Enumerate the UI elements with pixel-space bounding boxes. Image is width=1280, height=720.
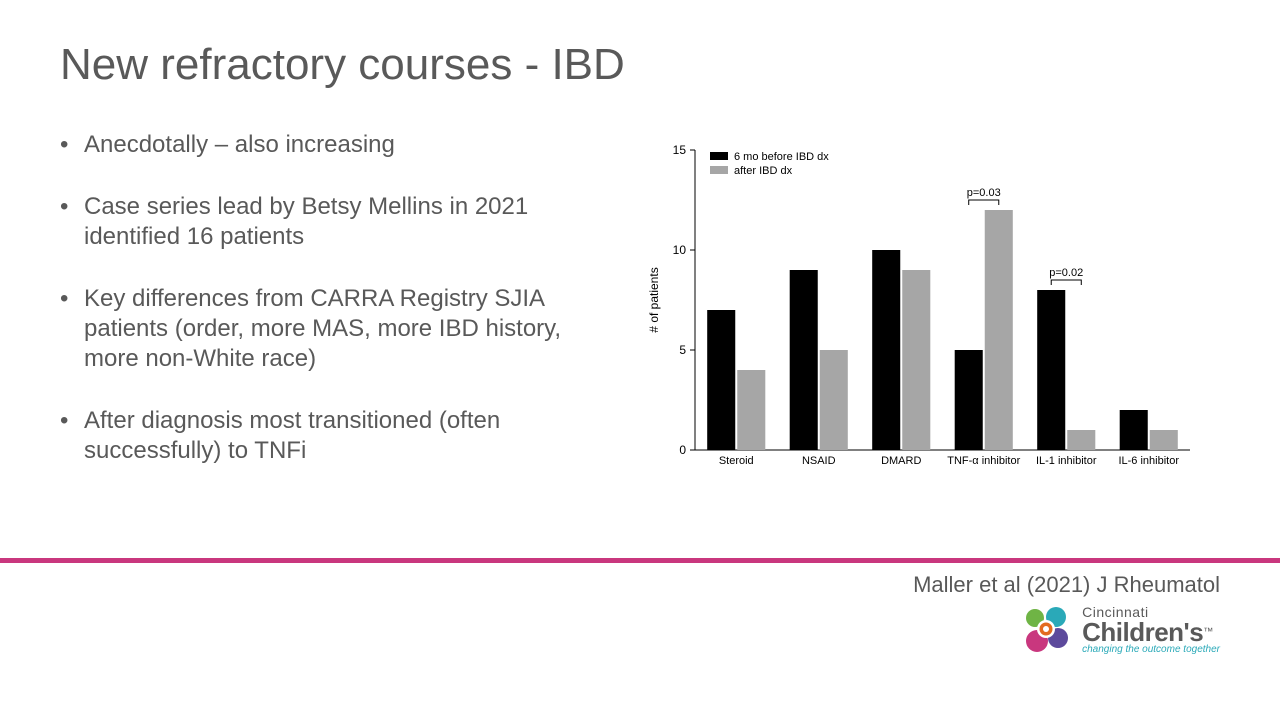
bullet-item: Anecdotally – also increasing [60, 130, 620, 160]
bars-group [707, 210, 1178, 450]
logo-tagline: changing the outcome together [1082, 645, 1220, 655]
legend: 6 mo before IBD dx after IBD dx [710, 151, 829, 177]
logo-mark-icon [1020, 604, 1072, 656]
bar-chart: 0 5 10 15 # of patients 6 mo before IBD dx … [640, 130, 1200, 490]
bullet-list: Anecdotally – also increasing Case serie… [60, 130, 620, 498]
slide-title: New refractory courses - IBD [60, 40, 1220, 90]
legend-label-2: after IBD dx [734, 165, 793, 177]
content-row: Anecdotally – also increasing Case serie… [60, 130, 1220, 498]
legend-label-1: 6 mo before IBD dx [734, 151, 829, 163]
svg-text:TNF-α inhibitor: TNF-α inhibitor [947, 455, 1020, 467]
pvalue-annotations: p=0.03 p=0.02 [967, 187, 1083, 285]
logo-line2: Children's [1082, 617, 1203, 647]
svg-text:Steroid: Steroid [719, 455, 754, 467]
svg-text:DMARD: DMARD [881, 455, 921, 467]
svg-text:0: 0 [679, 443, 686, 457]
category-labels: Steroid NSAID DMARD TNF-α inhibitor IL-1 inh… [719, 455, 1180, 467]
bullet-item: Case series lead by Betsy Mellins in 202… [60, 192, 620, 252]
svg-text:p=0.03: p=0.03 [967, 187, 1001, 199]
svg-text:IL-1 inhibitor: IL-1 inhibitor [1036, 455, 1097, 467]
svg-text:15: 15 [673, 143, 687, 157]
svg-text:10: 10 [673, 243, 687, 257]
chart-svg: 0 5 10 15 # of patients 6 mo before IBD dx … [640, 130, 1200, 490]
y-axis-label: # of patients [647, 267, 661, 332]
accent-divider [0, 558, 1280, 563]
bullet-item: After diagnosis most transitioned (often… [60, 406, 620, 466]
svg-text:NSAID: NSAID [802, 455, 836, 467]
svg-text:5: 5 [679, 343, 686, 357]
svg-text:IL-6 inhibitor: IL-6 inhibitor [1118, 455, 1179, 467]
citation-text: Maller et al (2021) J Rheumatol [913, 572, 1220, 598]
footer-logo: Cincinnati Children's™ changing the outc… [1020, 604, 1220, 656]
slide: New refractory courses - IBD Anecdotally… [0, 0, 1280, 720]
logo-text: Cincinnati Children's™ changing the outc… [1082, 605, 1220, 655]
bullet-item: Key differences from CARRA Registry SJIA… [60, 284, 620, 374]
svg-text:p=0.02: p=0.02 [1049, 267, 1083, 279]
